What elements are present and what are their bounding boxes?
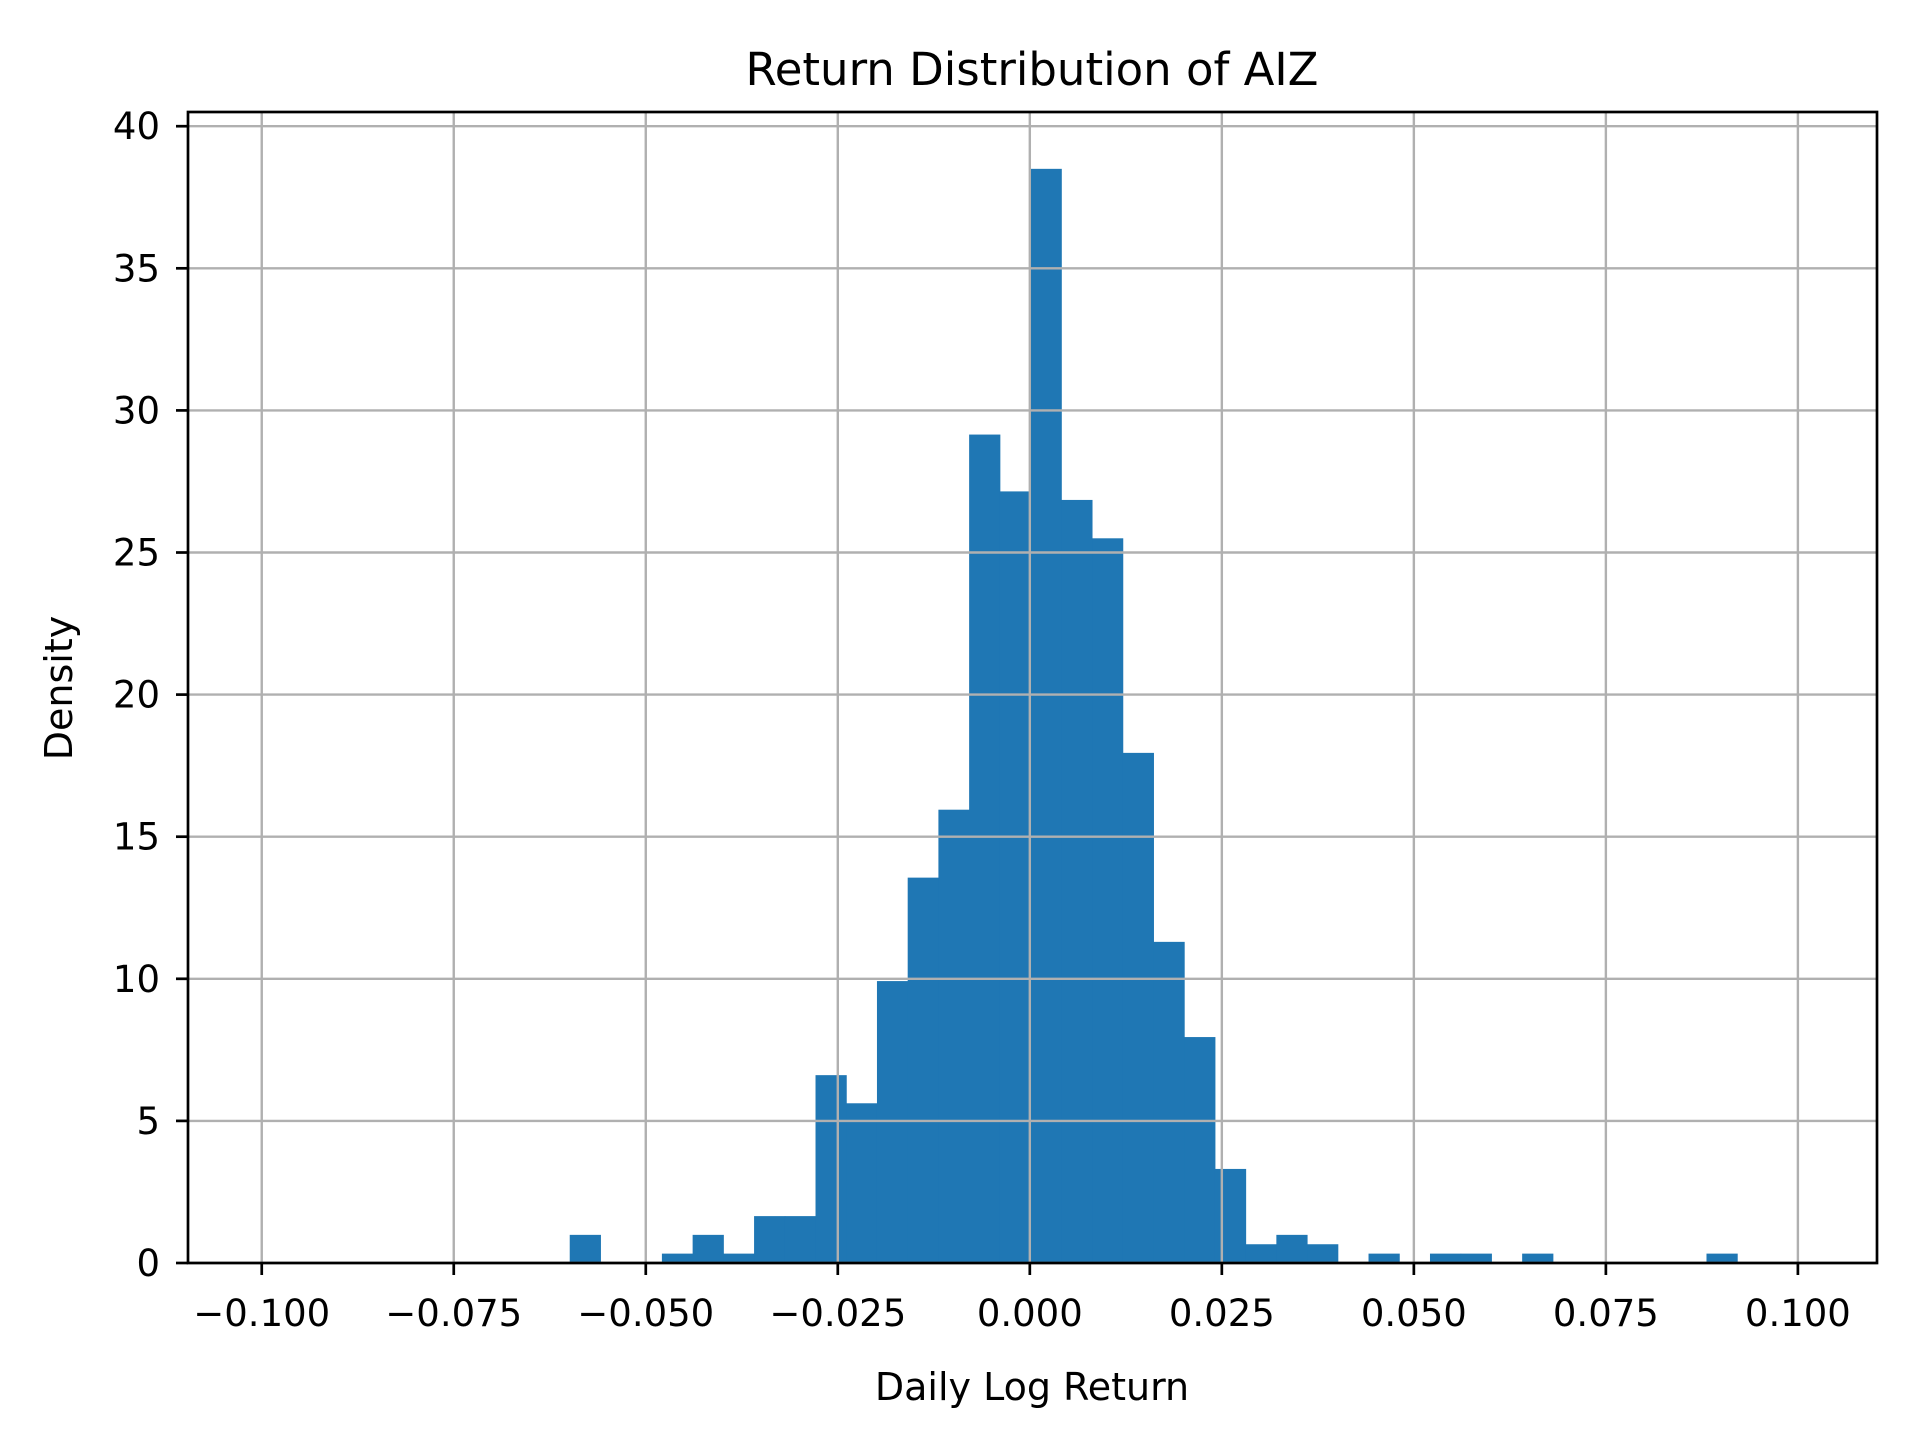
histogram-bar [1214, 1168, 1247, 1263]
histogram-bar [846, 1103, 878, 1263]
histogram-bar [969, 434, 1001, 1263]
histogram-bar [661, 1253, 694, 1263]
x-axis-ticks: −0.100 −0.075 −0.050 −0.025 0.000 0.025 0.050 0… [193, 1263, 1851, 1335]
x-tick-label: 0.100 [1745, 1292, 1851, 1335]
chart-title: Return Distribution of AIZ [745, 43, 1318, 96]
y-axis-label: Density [37, 616, 81, 760]
y-tick-label: 5 [136, 1100, 160, 1143]
histogram-bar [1153, 941, 1185, 1263]
histogram-bar [1061, 499, 1093, 1263]
x-tick-label: 0.000 [977, 1292, 1083, 1335]
x-tick-label: −0.075 [385, 1292, 522, 1335]
plot-border [186, 110, 1879, 1265]
axes-frame [186, 110, 1879, 1265]
x-tick-label: −0.050 [577, 1292, 714, 1335]
histogram-bar [1030, 168, 1062, 1264]
y-tick-label: 20 [113, 674, 160, 717]
histogram-bar [815, 1075, 847, 1263]
x-axis-label: Daily Log Return [875, 1365, 1189, 1409]
histogram-bar [1460, 1253, 1492, 1263]
histogram-bar [938, 809, 970, 1263]
histogram-bar [1245, 1244, 1277, 1263]
histogram-bars [569, 168, 1738, 1264]
histogram-bar [784, 1216, 817, 1263]
y-tick-label: 25 [113, 532, 160, 575]
histogram-bar [1184, 1037, 1216, 1263]
y-axis-ticks: 0 5 10 15 20 25 30 35 40 [113, 105, 188, 1285]
y-tick-label: 35 [113, 247, 160, 290]
histogram-bar [1522, 1253, 1554, 1263]
histogram-bar [754, 1216, 786, 1263]
y-tick-label: 0 [136, 1242, 160, 1285]
y-tick-label: 10 [113, 958, 160, 1001]
x-tick-label: 0.050 [1361, 1292, 1467, 1335]
y-tick-label: 40 [113, 105, 160, 148]
histogram-bar [569, 1234, 601, 1263]
x-tick-label: 0.075 [1553, 1292, 1659, 1335]
x-tick-label: −0.025 [769, 1292, 906, 1335]
histogram-bar [1368, 1253, 1400, 1263]
x-tick-label: −0.100 [193, 1292, 330, 1335]
histogram-bar [907, 877, 939, 1263]
histogram-bar [1307, 1244, 1339, 1263]
histogram-bar [1122, 752, 1154, 1263]
histogram-bar [1092, 538, 1124, 1263]
histogram-bar [1429, 1253, 1462, 1263]
histogram-bar [999, 491, 1032, 1263]
histogram-bar [723, 1253, 755, 1263]
y-tick-label: 30 [113, 389, 160, 432]
y-tick-label: 15 [113, 816, 160, 859]
histogram-bar [1706, 1253, 1738, 1263]
x-tick-label: 0.025 [1169, 1292, 1275, 1335]
histogram-bar [692, 1234, 724, 1263]
histogram-bar [1276, 1234, 1308, 1263]
